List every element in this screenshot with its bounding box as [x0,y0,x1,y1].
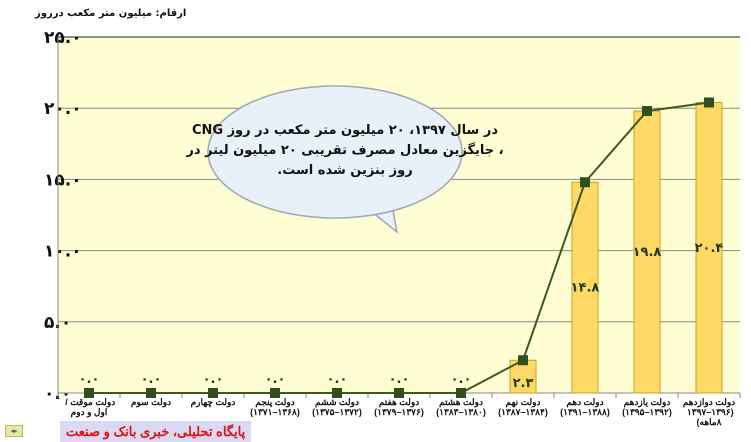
bar [695,102,723,394]
data-marker [270,388,280,398]
data-marker [704,97,714,108]
x-period-label: (۱۳۷۶–۱۳۷۹) [374,407,424,417]
data-label: ۲۰.۴ [695,241,724,256]
data-marker [642,106,652,117]
data-marker [332,388,342,398]
unit-label: ارقام: میلیون متر مکعب درروز [35,8,187,19]
x-period-label: (۱۳۹۶–۱۳۹۷ ۸ماهه) [684,407,733,427]
data-marker [580,177,590,188]
x-category-label: دولت هشتم [439,397,483,408]
x-category-label: دولت یازدهم [624,397,671,408]
data-marker [208,388,218,398]
x-category-label: دولت موقت / اول و دوم [63,397,116,418]
data-marker [456,388,466,398]
callout-text: ، جایگزین معادل مصرف تقریبی ۲۰ میلیون لی… [185,142,503,158]
data-label: ۲.۳ [513,376,534,391]
data-label: ۱۴.۸ [571,281,600,296]
data-label: ۰.۰ [451,372,472,387]
x-period-label: (۱۳۶۸–۱۳۷۱) [250,407,300,417]
data-label: ۰.۰ [141,372,162,387]
x-category-label: دولت هفتم [379,397,419,408]
y-tick-label: ۲۰.۰ [44,99,82,119]
data-label: ۰.۰ [265,372,286,387]
x-period-label: (۱۳۸۰–۱۳۸۳) [436,407,486,417]
callout-join [373,205,393,212]
data-marker [518,355,528,366]
y-tick-label: ۲۵.۰ [44,28,82,48]
watermark-banner: پایگاه تحلیلی، خبری بانک و صنعت [60,421,252,442]
expand-icon[interactable]: ◂▸ [5,425,23,437]
callout-bubble [207,85,463,219]
callout-text: در سال ۱۳۹۷، ۲۰ میلیون متر مکعب در روز C… [192,123,498,138]
x-category-label: دولت پنجم [255,397,294,408]
x-category-label: دولت دوازدهم [683,397,735,408]
callout-text: روز بنزین شده است. [277,163,412,178]
data-marker [394,388,404,398]
x-category-label: دولت ششم [315,397,359,408]
data-label: ۱۹.۸ [633,245,662,260]
data-label: ۰.۰ [327,372,348,387]
bar [633,110,661,394]
data-label: ۰.۰ [389,372,410,387]
x-category-label: دولت چهارم [191,397,236,408]
x-period-label: (۱۳۹۲–۱۳۹۵) [622,407,672,417]
x-category-label: دولت سوم [131,397,171,408]
data-label: ۰.۰ [203,372,224,387]
data-marker [146,388,156,398]
x-category-label: دولت نهم [505,397,540,408]
data-label: ۰.۰ [79,372,100,387]
data-marker [84,388,94,398]
x-period-label: (۱۳۷۲–۱۳۷۵) [312,407,362,417]
x-period-label: (۱۳۸۴–۱۳۸۷) [498,407,548,417]
x-category-label: دولت دهم [566,397,603,408]
y-tick-label: ۱۰.۰ [44,242,82,262]
x-period-label: (۱۳۸۸–۱۳۹۱) [560,407,610,417]
bar [571,181,599,394]
y-tick-label: ۱۵.۰ [44,170,82,190]
